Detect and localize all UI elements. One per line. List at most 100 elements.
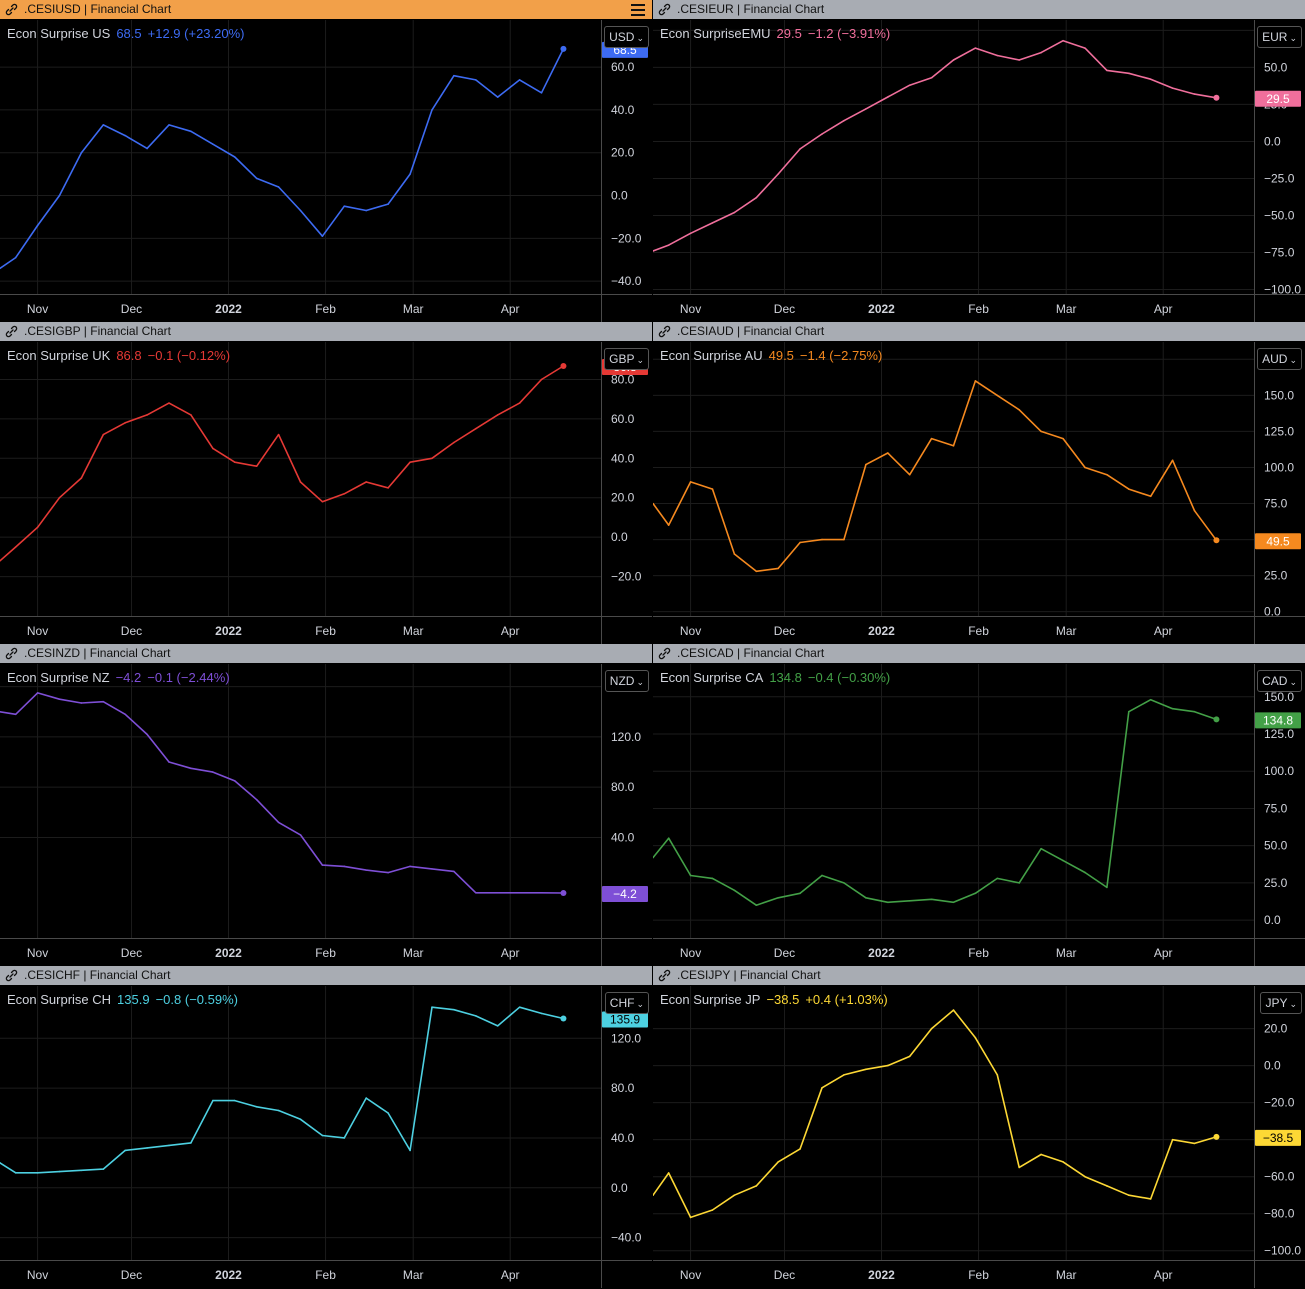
currency-dropdown[interactable]: EUR ⌄ bbox=[1257, 26, 1302, 48]
panel-header[interactable]: .CESIGBP | Financial Chart bbox=[0, 322, 652, 341]
data-point bbox=[886, 1064, 889, 1067]
data-point bbox=[80, 477, 83, 479]
x-tick-label: Apr bbox=[1154, 946, 1173, 960]
data-point bbox=[1171, 87, 1174, 89]
link-icon[interactable] bbox=[658, 647, 671, 660]
currency-label: EUR bbox=[1262, 30, 1288, 44]
chart-svg: 175.0150.0125.0100.075.050.025.00.0NovDe… bbox=[653, 342, 1305, 644]
data-point bbox=[387, 1112, 389, 1114]
panel-header[interactable]: .CESIAUD | Financial Chart bbox=[653, 322, 1305, 341]
data-point bbox=[930, 437, 933, 440]
menu-icon[interactable] bbox=[631, 4, 645, 16]
data-point bbox=[409, 1149, 411, 1152]
link-icon[interactable] bbox=[658, 969, 671, 982]
data-point bbox=[1193, 710, 1196, 713]
data-point bbox=[653, 250, 654, 252]
last-price-text: −4.2 bbox=[613, 887, 637, 901]
currency-dropdown[interactable]: CAD ⌄ bbox=[1257, 670, 1302, 692]
series-value: 135.9 bbox=[117, 992, 150, 1007]
data-point bbox=[233, 461, 236, 464]
chevron-down-icon: ⌄ bbox=[1289, 677, 1297, 687]
panel-header[interactable]: .CESICHF | Financial Chart bbox=[0, 966, 652, 985]
link-icon[interactable] bbox=[658, 3, 671, 16]
data-point bbox=[36, 1172, 39, 1174]
data-point bbox=[930, 76, 933, 79]
panel-header[interactable]: .CESIJPY | Financial Chart bbox=[653, 966, 1305, 985]
data-point bbox=[343, 492, 346, 495]
x-tick-label: Dec bbox=[121, 302, 142, 316]
series-legend[interactable]: Econ SurpriseEMU 29.5 −1.2 (−3.91%) bbox=[660, 26, 890, 41]
chevron-down-icon: ⌄ bbox=[636, 677, 644, 687]
data-point bbox=[974, 380, 977, 382]
currency-dropdown[interactable]: AUD ⌄ bbox=[1257, 348, 1302, 370]
last-price-text: 135.9 bbox=[610, 1013, 640, 1027]
data-point bbox=[14, 1172, 17, 1174]
chart-panel-nz[interactable]: 160.0120.080.040.0NovDec2022FebMarApr−4.… bbox=[0, 644, 652, 966]
data-point bbox=[233, 156, 236, 158]
link-icon[interactable] bbox=[5, 325, 18, 338]
data-point bbox=[689, 232, 692, 235]
data-point bbox=[952, 901, 955, 904]
x-tick-label: 2022 bbox=[215, 1268, 242, 1282]
y-tick-label: 60.0 bbox=[611, 412, 635, 426]
chart-panel-emu[interactable]: 75.050.025.00.0−25.0−50.0−75.0−100.0NovD… bbox=[653, 0, 1305, 322]
series-legend[interactable]: Econ Surprise UK 86.8 −0.1 (−0.12%) bbox=[7, 348, 230, 363]
series-change: +0.4 (+1.03%) bbox=[805, 992, 888, 1007]
data-point bbox=[321, 864, 324, 866]
series-legend[interactable]: Econ Surprise AU 49.5 −1.4 (−2.75%) bbox=[660, 348, 882, 363]
series-legend[interactable]: Econ Surprise CA 134.8 −0.4 (−0.30%) bbox=[660, 670, 890, 685]
link-icon[interactable] bbox=[658, 325, 671, 338]
data-point bbox=[865, 1068, 867, 1071]
series-legend[interactable]: Econ Surprise US 68.5 +12.9 (+23.20%) bbox=[7, 26, 245, 41]
y-tick-label: 75.0 bbox=[1264, 497, 1288, 511]
x-tick-label: Dec bbox=[774, 1268, 795, 1282]
link-icon[interactable] bbox=[5, 969, 18, 982]
data-point bbox=[212, 447, 214, 450]
chart-panel-ca[interactable]: 150.0 125.0 100.0 75.0 50.0 25.0 0.0 Nov Dec 2022… bbox=[653, 644, 1305, 966]
data-point bbox=[474, 79, 477, 81]
data-point bbox=[365, 209, 368, 212]
currency-dropdown[interactable]: NZD ⌄ bbox=[604, 670, 649, 692]
data-point bbox=[540, 1012, 543, 1015]
panel-header[interactable]: .CESINZD | Financial Chart bbox=[0, 644, 652, 663]
series-legend[interactable]: Econ Surprise JP −38.5 +0.4 (+1.03%) bbox=[660, 992, 888, 1007]
data-point bbox=[14, 713, 17, 716]
link-icon[interactable] bbox=[5, 647, 18, 660]
link-icon[interactable] bbox=[5, 3, 18, 16]
chart-svg: 80.0 60.0 40.0 20.0 0.0 −20.0 Nov Dec 2022 Feb Mar… bbox=[0, 342, 652, 644]
data-point bbox=[733, 1194, 736, 1197]
data-point bbox=[667, 244, 670, 246]
chart-panel-ch[interactable]: 120.0 80.0 40.0 0.0 −40.0 Nov Dec 2022 Feb Mar Apr… bbox=[0, 966, 652, 1288]
currency-dropdown[interactable]: JPY ⌄ bbox=[1260, 992, 1302, 1014]
series-legend[interactable]: Econ Surprise CH 135.9 −0.8 (−0.59%) bbox=[7, 992, 238, 1007]
data-point bbox=[233, 1099, 236, 1102]
data-point bbox=[1106, 69, 1108, 72]
y-tick-label: −25.0 bbox=[1264, 171, 1295, 185]
series-change: −0.1 (−2.44%) bbox=[147, 670, 230, 685]
y-tick-label: 50.0 bbox=[1264, 839, 1288, 853]
panel-header[interactable]: .CESICAD | Financial Chart bbox=[653, 644, 1305, 663]
currency-dropdown[interactable]: CHF ⌄ bbox=[604, 992, 649, 1014]
data-point bbox=[952, 445, 955, 447]
data-point bbox=[255, 177, 258, 180]
panel-header[interactable]: .CESIUSD | Financial Chart bbox=[0, 0, 652, 19]
y-tick-label: 0.0 bbox=[611, 1181, 628, 1195]
data-point bbox=[667, 524, 670, 526]
chart-panel-jp[interactable]: 20.00.0−20.0−40.0−60.0−80.0−100.0NovDec2… bbox=[653, 966, 1305, 1288]
currency-dropdown[interactable]: GBP ⌄ bbox=[604, 348, 649, 370]
currency-dropdown[interactable]: USD ⌄ bbox=[604, 26, 649, 48]
series-legend[interactable]: Econ Surprise NZ −4.2 −0.1 (−2.44%) bbox=[7, 670, 230, 685]
chevron-down-icon: ⌄ bbox=[636, 999, 644, 1009]
series-line bbox=[653, 380, 1218, 573]
chart-panel-us[interactable]: 60.0 40.0 20.0 0.0 −20.0 −40.0 Nov Dec 2022 Feb Ma… bbox=[0, 0, 652, 322]
data-point bbox=[1106, 1185, 1108, 1187]
data-point bbox=[431, 868, 433, 870]
chart-panel-au[interactable]: 175.0150.0125.0100.075.050.025.00.0NovDe… bbox=[653, 322, 1305, 644]
data-point bbox=[518, 891, 521, 894]
panel-header[interactable]: .CESIEUR | Financial Chart bbox=[653, 0, 1305, 19]
data-point bbox=[755, 1185, 758, 1187]
x-tick-label: Feb bbox=[968, 302, 989, 316]
series-change: +12.9 (+23.20%) bbox=[147, 26, 245, 41]
chart-panel-uk[interactable]: 80.0 60.0 40.0 20.0 0.0 −20.0 Nov Dec 2022 Feb Mar… bbox=[0, 322, 652, 644]
data-point bbox=[930, 1027, 933, 1030]
